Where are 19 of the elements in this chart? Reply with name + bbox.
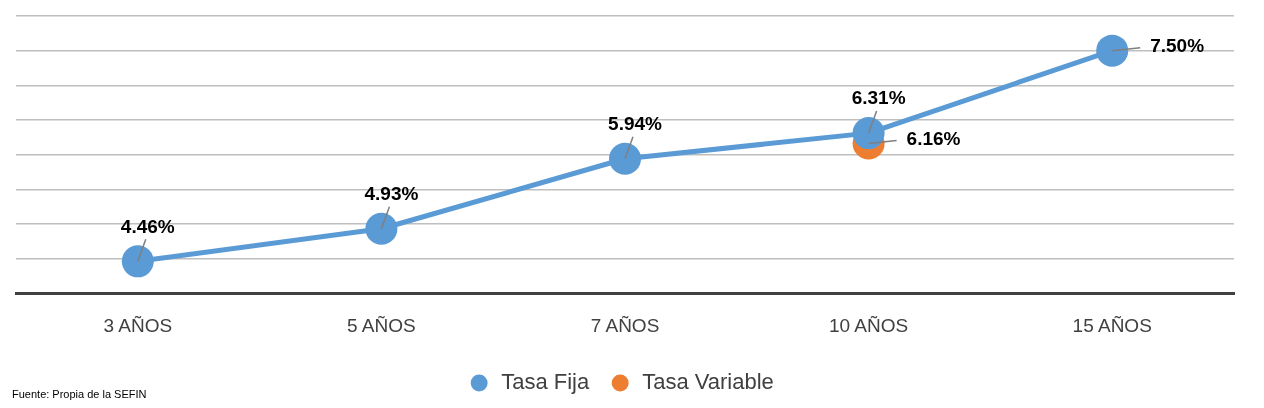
source-note: Fuente: Propia de la SEFIN [12, 388, 147, 400]
x-tick-label: 15 AÑOS [1072, 314, 1152, 336]
data-label: 5.94% [608, 112, 663, 134]
data-label: 4.46% [120, 215, 175, 237]
point [1096, 34, 1129, 67]
x-tick-label: 3 AÑOS [103, 314, 173, 336]
point [365, 212, 398, 245]
data-label: 4.93% [364, 182, 419, 204]
legend-label: Tasa Fija [501, 369, 590, 395]
data-label: 6.31% [851, 87, 906, 109]
data-label: 6.16% [906, 127, 961, 149]
data-label: 7.50% [1150, 34, 1205, 56]
x-tick-label: 5 AÑOS [347, 314, 416, 336]
point [121, 245, 154, 278]
legend-label: Tasa Variable [642, 369, 774, 395]
x-tick-label: 7 AÑOS [590, 314, 660, 336]
point [609, 142, 641, 175]
point [852, 117, 885, 150]
x-tick-label: 10 AÑOS [828, 314, 909, 336]
